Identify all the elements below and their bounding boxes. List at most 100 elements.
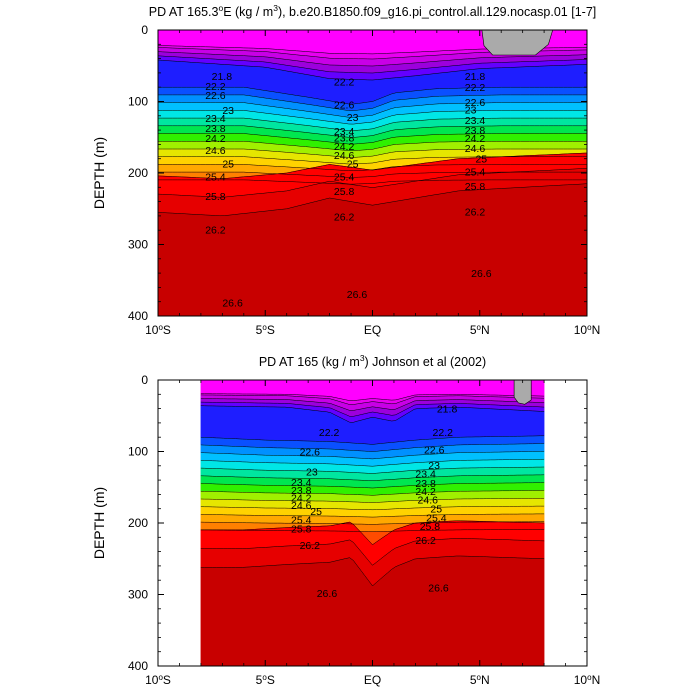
title-degree-sign: o [218, 3, 223, 13]
isopycnal-line [200, 555, 545, 587]
contour-field: 21.822.222.62323.423.824.224.62525.425.8… [158, 30, 587, 316]
x-tick-label: EQ [364, 673, 381, 687]
contour-label: 25.4 [465, 167, 486, 179]
contour-label: 24.6 [205, 145, 226, 157]
isopycnal-line [200, 474, 545, 481]
contour-label: 24.2 [334, 141, 355, 153]
contour-label: 23.4 [291, 477, 312, 489]
contour-label: 23.8 [415, 478, 436, 490]
isopycnal-line [158, 55, 587, 74]
isopycnal-line [200, 393, 545, 401]
y-tick-label: 100 [128, 445, 148, 459]
contour-label: 23.8 [465, 125, 486, 137]
contour-label: 25.8 [420, 521, 441, 533]
isopycnal-line [200, 458, 545, 467]
contour-label: 23.4 [415, 469, 436, 481]
x-tick-label: 5oN [470, 673, 490, 688]
isopycnal-line [158, 86, 587, 105]
contour-label: 25 [347, 159, 359, 171]
contour-label: 24.2 [465, 133, 486, 145]
y-tick-label: 100 [128, 95, 148, 109]
x-tick-label: 5oS [256, 323, 275, 338]
contour-label: 25 [222, 159, 234, 171]
isopycnal-line [200, 443, 545, 452]
contour-label: 22.6 [300, 447, 321, 459]
contour-label: 21.8 [212, 71, 233, 83]
contour-label: 26.6 [471, 268, 492, 280]
isopycnal-line [200, 538, 545, 566]
isopycnal-line [158, 141, 587, 151]
isopycnal-line [200, 498, 545, 503]
isopycnal-line [200, 405, 545, 423]
isopycnal-line [158, 156, 587, 165]
isopycnal-line [200, 466, 545, 474]
title-suffix: ) Johnson et al (2002) [365, 355, 487, 369]
y-tick-label: 300 [128, 588, 148, 602]
contour-label: 21.8 [465, 71, 486, 83]
contour-label: 25.8 [291, 524, 312, 536]
contour-label: 24.2 [415, 486, 436, 498]
isopycnal-line [158, 152, 587, 179]
isopycnal-line [200, 521, 545, 525]
contour-label: 22.2 [319, 427, 340, 439]
y-tick-label: 300 [128, 238, 148, 252]
contour-label: 26.2 [465, 207, 486, 219]
contour-label: 26.6 [317, 588, 338, 600]
contour-label: 25.4 [334, 172, 355, 184]
contour-label: 22.2 [465, 82, 486, 94]
contour-label: 23 [222, 105, 234, 117]
x-tick-label: 10oS [145, 673, 171, 688]
isopycnal-line [158, 148, 587, 158]
contour-label: 26.2 [300, 540, 321, 552]
contour-label: 26.2 [415, 535, 436, 547]
y-tick-label: 200 [128, 166, 148, 180]
isopycnal-line [158, 59, 587, 81]
contour-label: 25.4 [291, 514, 312, 526]
isopycnal-line [158, 110, 587, 125]
contour-label: 25 [430, 504, 442, 516]
contour-field: 22.222.62323.423.824.224.62525.425.826.2… [200, 380, 545, 666]
contour-label: 22.6 [334, 99, 355, 111]
chart-title: PD AT 165 (kg / m3) Johnson et al (2002) [259, 353, 486, 369]
contour-label: 23.8 [334, 132, 355, 144]
isopycnal-line [158, 117, 587, 131]
contour-label: 23.8 [291, 485, 312, 497]
contour-label: 21.8 [437, 404, 458, 416]
isopycnal-line [158, 94, 587, 111]
contour-label: 22.2 [205, 81, 226, 93]
y-tick-label: 0 [141, 23, 148, 37]
y-tick-label: 400 [128, 309, 148, 323]
contour-label: 24.6 [334, 150, 355, 162]
contour-label: 25.4 [426, 512, 447, 524]
contour-label: 26.6 [222, 297, 243, 309]
isopycnal-line [158, 51, 587, 67]
isopycnal-line [200, 520, 545, 546]
chart-title: PD AT 165.3oE (kg / m3), b.e20.B1850.f09… [149, 3, 597, 19]
isopycnal-line [200, 398, 545, 411]
contour-label: 25 [475, 154, 487, 166]
x-tick-label: 5oS [256, 673, 275, 688]
contour-label: 25 [310, 506, 322, 518]
contour-label: 23 [306, 467, 318, 479]
isopycnal-line [158, 179, 587, 185]
chart-panel-observations: PD AT 165 (kg / m3) Johnson et al (2002)… [91, 353, 600, 687]
contour-label: 23.4 [205, 113, 226, 125]
x-tick-label: 10oS [145, 323, 171, 338]
contour-label: 24.6 [418, 494, 439, 506]
contour-label: 22.2 [433, 427, 454, 439]
isopycnal-line [158, 164, 587, 171]
contour-label: 25.8 [205, 191, 226, 203]
contour-label: 23.8 [205, 123, 226, 135]
title-middle: E (kg / m [223, 5, 273, 19]
isopycnal-line [158, 102, 587, 118]
y-axis-label: DEPTH (m) [91, 487, 107, 559]
contour-label: 26.2 [334, 212, 355, 224]
contour-label: 22.6 [465, 97, 486, 109]
contour-label: 24.2 [205, 133, 226, 145]
isopycnal-line [200, 505, 545, 511]
y-tick-label: 0 [141, 373, 148, 387]
x-tick-label: 10oN [574, 673, 600, 688]
isopycnal-line [200, 529, 545, 532]
isopycnal-line [200, 490, 545, 496]
